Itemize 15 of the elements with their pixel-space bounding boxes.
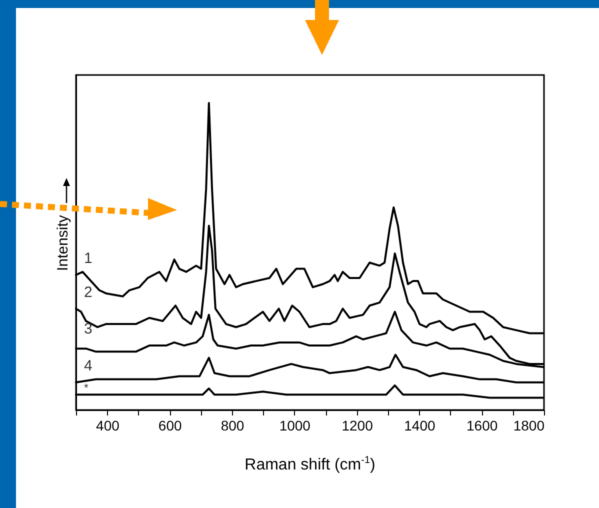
x-tick-label: 800: [220, 418, 244, 434]
y-axis-title: Intensity: [54, 214, 72, 271]
x-tick-label: 1000: [279, 418, 311, 434]
series-label: 4: [84, 357, 92, 374]
x-tick-label: 600: [158, 418, 182, 434]
x-axis-title: Raman shift (cm$^{-1}$): [244, 455, 376, 474]
x-tick-label: 400: [96, 418, 120, 434]
x-tick-label: 1400: [404, 418, 436, 434]
series-label: 1: [84, 250, 92, 268]
series-label: 2: [84, 284, 92, 301]
series-label: *: [84, 382, 89, 395]
x-tick-label: 1800: [513, 418, 545, 434]
x-tick-label: 1600: [466, 418, 498, 434]
series-label: 3: [84, 320, 92, 338]
x-tick-label: 1200: [342, 418, 374, 434]
